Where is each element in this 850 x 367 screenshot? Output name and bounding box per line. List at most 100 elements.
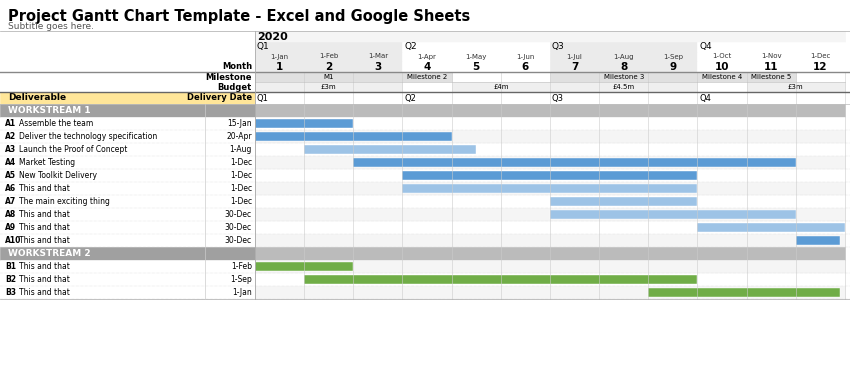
Bar — [255, 61, 403, 72]
Bar — [255, 221, 845, 234]
Text: £3m: £3m — [788, 84, 803, 90]
Text: A4: A4 — [5, 158, 16, 167]
Text: Q1: Q1 — [257, 43, 269, 51]
Text: 2020: 2020 — [257, 32, 288, 41]
Text: B2: B2 — [5, 275, 16, 284]
Bar — [255, 82, 403, 92]
Bar — [205, 156, 255, 169]
Bar — [205, 169, 255, 182]
Text: The main exciting thing: The main exciting thing — [19, 197, 110, 206]
Bar — [255, 273, 845, 286]
Bar — [205, 130, 255, 143]
Bar — [255, 208, 845, 221]
Text: Milestone 4: Milestone 4 — [702, 74, 742, 80]
Text: £4m: £4m — [493, 84, 508, 90]
Text: A10: A10 — [5, 236, 21, 245]
Bar — [255, 42, 403, 52]
Text: 1-Aug: 1-Aug — [230, 145, 252, 154]
Bar — [550, 52, 698, 61]
Text: B3: B3 — [5, 288, 16, 297]
Text: Project Gantt Chart Template - Excel and Google Sheets: Project Gantt Chart Template - Excel and… — [8, 9, 470, 24]
Bar — [255, 117, 845, 130]
Text: Delivery Date: Delivery Date — [187, 94, 252, 102]
Bar — [304, 145, 476, 154]
Bar — [205, 208, 255, 221]
Text: Milestone 3: Milestone 3 — [604, 74, 644, 80]
Bar — [205, 182, 255, 195]
Text: 1-Dec: 1-Dec — [810, 54, 830, 59]
Bar — [403, 72, 451, 82]
Text: Q2: Q2 — [405, 94, 416, 102]
Bar — [205, 143, 255, 156]
Bar — [403, 184, 698, 193]
Bar — [550, 61, 698, 72]
Text: 4: 4 — [423, 62, 431, 72]
Text: B1: B1 — [5, 262, 16, 271]
Text: A9: A9 — [5, 223, 16, 232]
Text: Launch the Proof of Concept: Launch the Proof of Concept — [19, 145, 128, 154]
Text: M1: M1 — [324, 74, 334, 80]
Bar — [451, 82, 550, 92]
Text: 1-Sep: 1-Sep — [663, 54, 683, 59]
Bar — [550, 82, 698, 92]
Text: 1-Aug: 1-Aug — [614, 54, 634, 59]
Bar — [255, 262, 354, 271]
Bar — [255, 132, 451, 141]
Bar — [0, 104, 255, 117]
Bar — [255, 247, 845, 260]
Text: 7: 7 — [571, 62, 578, 72]
Bar — [550, 197, 698, 206]
Text: Budget: Budget — [218, 83, 252, 91]
Text: 6: 6 — [522, 62, 529, 72]
Bar — [0, 273, 205, 286]
Text: 30-Dec: 30-Dec — [225, 236, 252, 245]
Text: New Toolkit Delivery: New Toolkit Delivery — [19, 171, 97, 180]
Text: 1-Dec: 1-Dec — [230, 184, 252, 193]
Text: Market Testing: Market Testing — [19, 158, 75, 167]
Text: Deliverable: Deliverable — [8, 94, 66, 102]
Bar — [255, 92, 845, 104]
Bar — [255, 82, 845, 92]
Bar — [205, 117, 255, 130]
Bar — [205, 195, 255, 208]
Bar — [205, 92, 255, 104]
Bar — [746, 82, 845, 92]
Text: A7: A7 — [5, 197, 16, 206]
Text: 1-Oct: 1-Oct — [712, 54, 732, 59]
Bar — [0, 117, 205, 130]
Bar — [205, 260, 255, 273]
Text: A1: A1 — [5, 119, 16, 128]
Bar — [0, 92, 205, 104]
Bar — [796, 236, 840, 245]
Bar — [354, 158, 796, 167]
Bar — [255, 72, 845, 82]
Text: This and that: This and that — [19, 236, 70, 245]
Bar — [205, 234, 255, 247]
Bar — [0, 130, 205, 143]
Text: Subtitle goes here.: Subtitle goes here. — [8, 22, 94, 31]
Text: WORKSTREAM 1: WORKSTREAM 1 — [8, 106, 91, 115]
Text: 1-Dec: 1-Dec — [230, 171, 252, 180]
Text: Q3: Q3 — [552, 43, 564, 51]
Text: £3m: £3m — [321, 84, 337, 90]
Text: 1: 1 — [276, 62, 283, 72]
Text: Milestone: Milestone — [206, 73, 252, 81]
Text: This and that: This and that — [19, 275, 70, 284]
Text: 15-Jan: 15-Jan — [227, 119, 252, 128]
Text: Q4: Q4 — [700, 43, 712, 51]
Bar — [698, 72, 746, 82]
Text: Assemble the team: Assemble the team — [19, 119, 94, 128]
Text: 10: 10 — [715, 62, 729, 72]
Bar — [304, 275, 698, 284]
Text: This and that: This and that — [19, 288, 70, 297]
Text: A5: A5 — [5, 171, 16, 180]
Text: Milestone 2: Milestone 2 — [407, 74, 447, 80]
Text: 1-Apr: 1-Apr — [417, 54, 437, 59]
Bar — [403, 42, 550, 52]
Text: WORKSTREAM 2: WORKSTREAM 2 — [8, 249, 91, 258]
Text: A8: A8 — [5, 210, 16, 219]
Bar — [0, 286, 205, 299]
Text: Q1: Q1 — [257, 94, 269, 102]
Bar — [255, 143, 845, 156]
Bar — [403, 52, 550, 61]
